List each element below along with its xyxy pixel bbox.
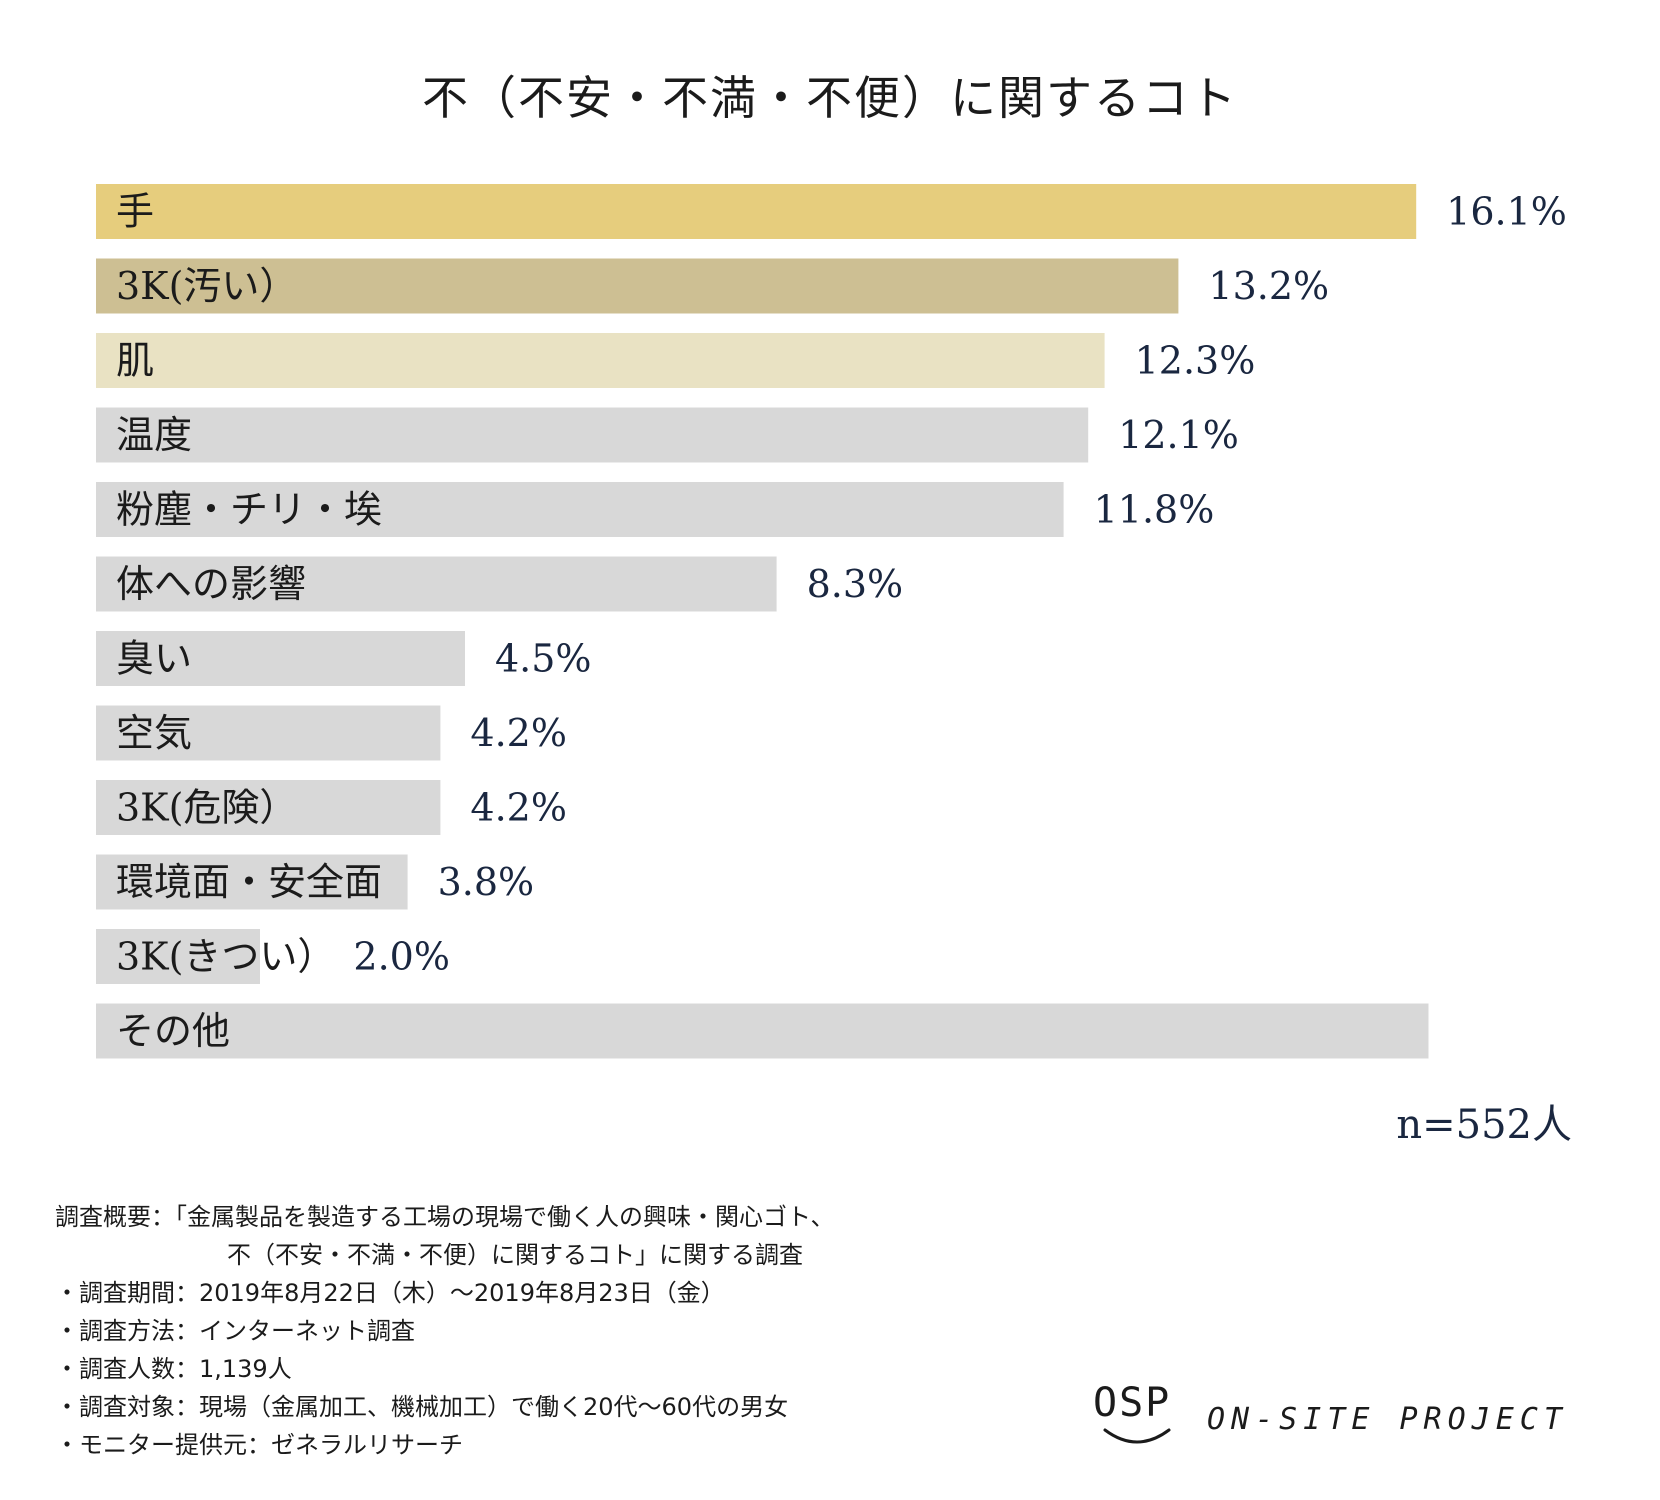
survey-target: ・調査対象：現場（金属加工、機械加工）で働く20代〜60代の男女	[55, 1393, 789, 1421]
bar-value-label: 4.5%	[495, 637, 592, 681]
bar-category-label: 3K(危険）	[116, 786, 297, 830]
bar-value-label: 4.2%	[470, 711, 567, 755]
brand-logo: OSP ON-SITE PROJECT	[1085, 1380, 1605, 1470]
bar	[96, 1003, 1429, 1059]
survey-summary-line: 調査概要：「金属製品を製造する工場の現場で働く人の興味・関心ゴト、	[55, 1203, 835, 1231]
bar-value-label: 2.0%	[353, 935, 450, 979]
bar-value-label: 13.2%	[1208, 264, 1329, 308]
bar-chart: 手 16.1% 3K(汚い） 13.2% 肌 12.3% 温度 12.1% 粉塵・チリ・埃 11.…	[96, 184, 1567, 1059]
bar-value-label: 12.3%	[1135, 339, 1256, 383]
bar-value-label: 3.8%	[438, 860, 535, 904]
bar	[96, 705, 441, 761]
bar	[96, 631, 465, 686]
survey-notes: 調査概要：「金属製品を製造する工場の現場で働く人の興味・関心ゴト、 不（不安・不…	[55, 1198, 1055, 1464]
bar-value-label: 11.8%	[1094, 488, 1215, 532]
bar	[96, 556, 777, 612]
survey-respondents: ・調査人数：1,139人	[55, 1355, 292, 1383]
bar-category-label: 手	[116, 190, 154, 234]
bar-value-label: 8.3%	[807, 562, 904, 606]
survey-method: ・調査方法：インターネット調査	[55, 1317, 415, 1345]
brand-name: ON-SITE PROJECT	[1207, 1402, 1568, 1437]
bar-category-label: 臭い	[116, 637, 192, 681]
bar-category-label: 粉塵・チリ・埃	[116, 488, 382, 532]
survey-provider: ・モニター提供元：ゼネラルリサーチ	[55, 1431, 463, 1459]
bar-value-label: 16.1%	[1446, 190, 1567, 234]
survey-period: ・調査期間：2019年8月22日（木）〜2019年8月23日（金）	[55, 1279, 725, 1307]
bar	[96, 184, 1417, 239]
bar-category-label: 肌	[116, 339, 154, 383]
bar	[96, 258, 1179, 314]
bar-category-label: 体への影響	[116, 562, 306, 606]
bar-category-label: 3K(きつい）	[116, 935, 335, 979]
bar-value-label: 4.2%	[470, 786, 567, 830]
bar-category-label: 空気	[116, 711, 192, 755]
bar	[96, 407, 1089, 463]
sample-size-label: n=552人	[1396, 1102, 1572, 1148]
bar	[96, 482, 1064, 537]
bar	[96, 929, 260, 984]
bar-value-label: 12.1%	[1118, 413, 1239, 457]
page-title: 不（不安・不満・不便）に関するコト	[422, 71, 1238, 125]
bar	[96, 854, 408, 910]
bar-category-label: 環境面・安全面	[116, 860, 382, 904]
bar-category-label: その他	[116, 1009, 230, 1053]
bar	[96, 333, 1105, 388]
bar-category-label: 3K(汚い）	[116, 264, 297, 308]
smile-icon	[1103, 1428, 1171, 1444]
survey-summary-line: 不（不安・不満・不便）に関するコト」に関する調査	[227, 1241, 803, 1269]
bar	[96, 780, 441, 835]
osp-logo-text: OSP	[1093, 1380, 1172, 1426]
bar-category-label: 温度	[116, 413, 192, 457]
